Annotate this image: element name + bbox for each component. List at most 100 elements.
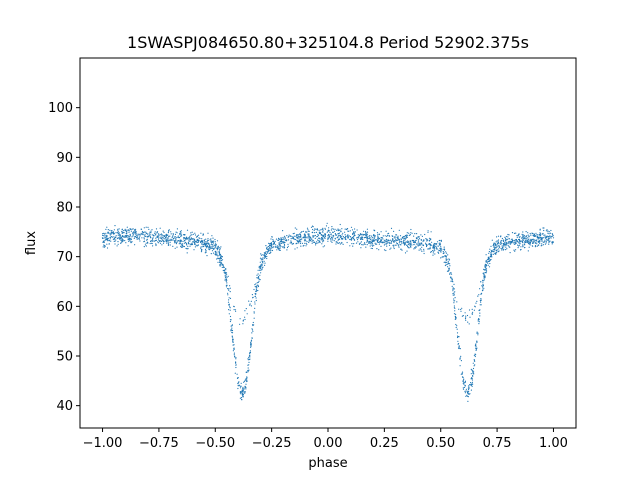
data-point xyxy=(471,383,473,386)
data-point xyxy=(336,237,338,239)
data-point xyxy=(193,240,195,242)
data-point xyxy=(216,240,219,242)
data-point xyxy=(277,239,279,241)
data-point xyxy=(141,237,143,239)
data-point xyxy=(132,234,134,236)
data-point xyxy=(103,241,105,244)
data-point xyxy=(257,273,259,275)
data-point xyxy=(180,235,182,237)
data-point xyxy=(445,255,447,257)
data-point xyxy=(117,233,119,235)
data-point xyxy=(387,242,389,244)
data-point xyxy=(491,253,493,255)
data-point xyxy=(128,240,130,242)
data-point xyxy=(176,242,178,244)
data-point xyxy=(401,242,403,244)
data-point xyxy=(496,250,498,252)
data-point xyxy=(229,297,232,299)
data-point xyxy=(108,243,110,245)
data-point xyxy=(390,227,393,229)
data-point xyxy=(370,243,372,245)
data-point xyxy=(147,236,149,238)
data-point xyxy=(549,240,551,242)
data-point xyxy=(407,245,409,247)
data-point xyxy=(340,230,342,232)
data-point xyxy=(544,239,546,241)
data-point xyxy=(346,241,348,244)
data-point xyxy=(249,351,252,354)
data-point xyxy=(550,229,552,232)
data-point xyxy=(113,229,115,231)
data-point xyxy=(453,283,455,285)
data-point xyxy=(173,237,175,239)
data-point xyxy=(234,309,237,311)
data-point xyxy=(485,254,487,256)
data-point xyxy=(413,240,415,242)
data-point xyxy=(104,236,106,238)
data-point xyxy=(233,309,235,311)
data-point xyxy=(271,249,274,252)
data-point xyxy=(442,251,444,253)
data-point xyxy=(244,318,246,321)
x-tick-label: −0.25 xyxy=(252,436,292,451)
data-point xyxy=(225,269,227,271)
data-point xyxy=(442,252,444,255)
data-point xyxy=(287,236,289,238)
data-point xyxy=(350,238,352,240)
data-point xyxy=(528,238,530,240)
data-point xyxy=(383,244,385,246)
data-point xyxy=(215,251,217,253)
data-point xyxy=(251,332,253,334)
data-point xyxy=(383,249,386,251)
data-point xyxy=(264,262,266,264)
data-point xyxy=(307,229,309,231)
data-point xyxy=(390,239,392,241)
data-point xyxy=(185,239,187,241)
data-point xyxy=(450,273,453,275)
data-point xyxy=(209,244,211,246)
data-point xyxy=(480,293,482,295)
data-point xyxy=(287,245,289,247)
data-point xyxy=(184,234,186,236)
data-point xyxy=(463,386,466,388)
data-point xyxy=(344,228,346,230)
data-point xyxy=(279,244,281,246)
data-point xyxy=(414,233,416,235)
data-point xyxy=(494,252,496,254)
data-point xyxy=(215,246,217,248)
data-point xyxy=(179,239,181,241)
data-point xyxy=(397,245,400,247)
data-point xyxy=(107,229,109,231)
data-point xyxy=(140,228,143,230)
data-point xyxy=(172,233,174,235)
data-point xyxy=(114,225,116,227)
data-point xyxy=(471,308,473,310)
data-point xyxy=(490,249,492,252)
data-point xyxy=(440,248,442,250)
data-point xyxy=(550,237,552,239)
data-point xyxy=(304,235,306,237)
data-point xyxy=(164,235,166,237)
data-point xyxy=(490,258,492,261)
data-point xyxy=(296,247,298,249)
data-point xyxy=(102,237,104,239)
data-point xyxy=(161,234,163,236)
data-point xyxy=(496,246,498,248)
data-point xyxy=(327,240,329,242)
data-point xyxy=(466,394,468,396)
plot-frame xyxy=(79,57,577,429)
data-point xyxy=(253,312,255,314)
data-point xyxy=(145,232,147,234)
data-point xyxy=(547,237,550,239)
data-point xyxy=(416,233,418,235)
data-point xyxy=(405,237,407,239)
data-point xyxy=(311,238,313,240)
data-point xyxy=(467,400,469,402)
data-point xyxy=(544,241,546,243)
data-point xyxy=(170,233,172,235)
data-point xyxy=(200,247,202,249)
data-point xyxy=(242,323,244,325)
data-point xyxy=(441,256,443,258)
data-point xyxy=(167,241,169,243)
data-point xyxy=(408,247,410,249)
